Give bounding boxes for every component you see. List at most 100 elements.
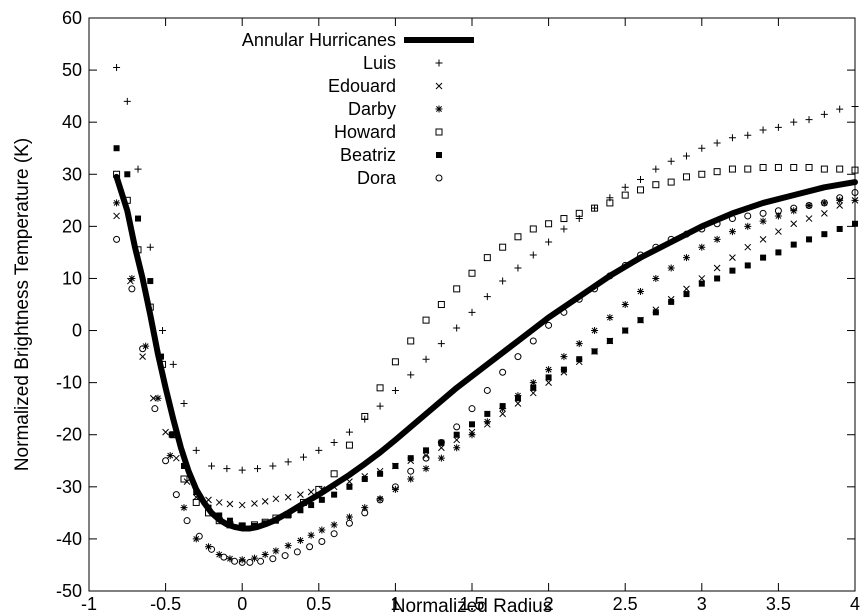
legend-swatch-beatriz [436, 152, 442, 158]
data-point-luis [637, 175, 645, 183]
data-point-darby [376, 495, 384, 503]
data-point-luis [254, 465, 262, 473]
legend-label-beatriz: Beatriz [340, 145, 396, 165]
data-point-darby [728, 228, 736, 236]
data-point-darby [667, 264, 675, 272]
data-point-edouard [113, 212, 120, 220]
data-point-luis [728, 134, 736, 142]
data-point-beatriz [514, 395, 521, 402]
data-point-darby [591, 327, 599, 335]
data-point-darby [307, 531, 315, 539]
data-point-beatriz [576, 356, 583, 363]
data-point-luis [376, 402, 384, 410]
data-point-luis [315, 446, 323, 454]
data-point-luis [134, 165, 142, 173]
data-point-howard [637, 186, 645, 194]
y-tick-label: 0 [72, 321, 82, 341]
data-point-beatriz [760, 254, 767, 261]
data-point-dora [774, 207, 782, 215]
data-point-dora [172, 491, 180, 499]
data-point-dora [453, 423, 461, 431]
series-layer [113, 63, 859, 566]
data-point-howard [667, 178, 675, 186]
data-point-beatriz [744, 262, 751, 269]
data-point-beatriz [147, 278, 154, 285]
data-point-darby [698, 243, 706, 251]
data-point-howard [345, 441, 353, 449]
data-point-beatriz [272, 517, 279, 524]
data-point-dora [407, 467, 415, 475]
y-tick-label: -20 [56, 425, 82, 445]
data-point-howard [376, 384, 384, 392]
data-point-darby [820, 199, 828, 207]
data-point-beatriz [308, 502, 315, 509]
data-point-luis [744, 131, 752, 139]
data-point-beatriz [530, 384, 537, 391]
data-point-edouard [698, 275, 706, 282]
data-point-darby [166, 452, 174, 460]
data-point-dora [820, 199, 828, 207]
data-point-beatriz [168, 431, 175, 438]
data-point-howard [774, 164, 782, 172]
data-point-dora [637, 251, 645, 259]
data-point-luis [483, 293, 491, 301]
series-beatriz [113, 145, 858, 529]
series-howard [113, 164, 859, 530]
data-point-howard [134, 246, 142, 254]
data-point-luis [180, 399, 188, 407]
data-point-howard [180, 475, 188, 483]
data-point-howard [820, 165, 828, 173]
data-point-howard [330, 470, 338, 478]
y-tick-label: -30 [56, 477, 82, 497]
data-point-edouard [805, 215, 813, 222]
data-point-dora [698, 225, 706, 233]
data-point-edouard [836, 202, 844, 209]
data-point-luis [820, 110, 828, 118]
data-point-howard [560, 215, 568, 223]
data-point-dora [269, 555, 277, 563]
data-point-howard [836, 165, 844, 173]
data-point-beatriz [622, 327, 629, 334]
data-point-edouard [453, 436, 461, 444]
data-point-howard [437, 301, 445, 308]
data-point-beatriz [484, 410, 491, 417]
data-point-dora [220, 553, 228, 561]
data-point-beatriz [407, 455, 414, 462]
data-point-beatriz [591, 348, 598, 355]
data-point-edouard [205, 496, 212, 504]
data-point-luis [682, 152, 690, 160]
y-tick-label: 20 [62, 216, 82, 236]
data-point-darby [204, 543, 212, 551]
data-point-howard [545, 220, 553, 228]
data-point-luis [113, 63, 121, 71]
data-point-beatriz [714, 275, 721, 282]
data-point-dora [208, 545, 216, 553]
data-point-dora [652, 243, 660, 251]
data-point-luis [407, 371, 415, 379]
data-point-darby [180, 504, 188, 512]
data-point-beatriz [239, 522, 246, 529]
data-point-howard [652, 181, 660, 189]
legend: Annular Hurricanes Luis Edouard Darby Howard… [242, 30, 474, 188]
data-point-darby [261, 551, 269, 559]
data-point-darby [744, 222, 752, 230]
series-line-annular-hurricanes [113, 173, 858, 532]
data-point-dora [195, 532, 203, 540]
data-point-beatriz [180, 462, 187, 469]
data-point-dora [621, 261, 629, 269]
data-point-luis [269, 462, 277, 470]
data-point-beatriz [297, 507, 304, 514]
data-point-luis [560, 225, 568, 233]
data-point-dora [836, 194, 844, 202]
data-point-dora [361, 509, 369, 517]
data-point-beatriz [852, 220, 858, 227]
data-point-howard [315, 485, 323, 493]
x-tick-label: 0 [237, 594, 247, 614]
data-point-edouard [729, 254, 736, 261]
data-point-darby [284, 542, 292, 550]
data-point-luis [529, 251, 537, 259]
data-point-darby [759, 217, 767, 225]
x-axis-label: Normalized Radius [392, 596, 553, 615]
data-point-edouard [759, 236, 767, 243]
